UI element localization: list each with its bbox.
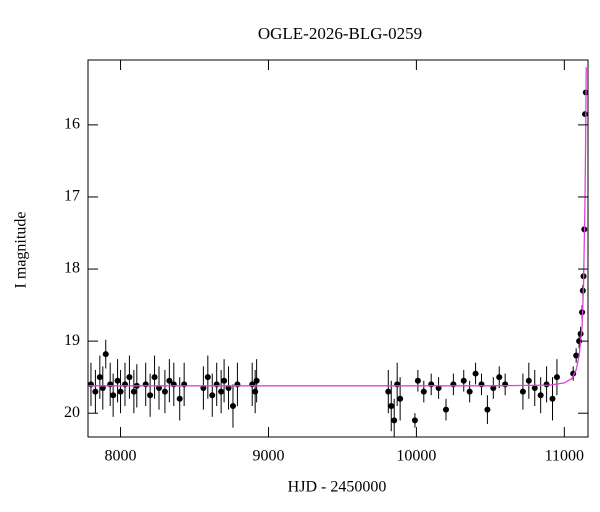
data-point: [225, 384, 232, 391]
data-point: [435, 384, 442, 391]
x-tick-label: 10000: [396, 448, 436, 465]
y-tick-label: 16: [64, 116, 80, 133]
data-point: [411, 417, 418, 424]
data-point: [252, 388, 259, 395]
data-point: [519, 388, 526, 395]
data-point: [573, 352, 580, 359]
y-tick-label: 18: [64, 260, 80, 277]
data-point: [553, 374, 560, 381]
data-point: [531, 384, 538, 391]
data-point: [156, 384, 163, 391]
data-point: [472, 370, 479, 377]
x-tick-label: 9000: [252, 448, 284, 465]
data-point: [117, 388, 124, 395]
data-point: [170, 381, 177, 388]
data-point: [221, 377, 228, 384]
data-point: [130, 388, 137, 395]
data-point: [537, 392, 544, 399]
data-point: [391, 417, 398, 424]
data-point: [496, 374, 503, 381]
plot-area: [88, 67, 588, 437]
y-tick-label: 19: [64, 332, 80, 349]
data-point: [253, 377, 260, 384]
data-point: [543, 381, 550, 388]
data-point: [234, 381, 241, 388]
data-point: [420, 388, 427, 395]
data-point: [229, 403, 236, 410]
data-point: [161, 388, 168, 395]
data-point: [96, 374, 103, 381]
data-point: [92, 388, 99, 395]
data-point: [88, 381, 94, 388]
data-point: [151, 374, 158, 381]
data-point: [388, 403, 395, 410]
data-point: [442, 406, 449, 413]
y-tick-label: 17: [64, 188, 80, 205]
data-point: [200, 384, 207, 391]
data-point: [181, 381, 188, 388]
data-point: [460, 377, 467, 384]
data-point: [466, 388, 473, 395]
data-point: [490, 384, 497, 391]
data-point: [114, 377, 121, 384]
data-point: [142, 381, 149, 388]
plot-frame: [87, 59, 589, 438]
data-point: [525, 377, 532, 384]
data-point: [218, 388, 225, 395]
data-point: [484, 406, 491, 413]
data-point: [213, 381, 220, 388]
data-point: [478, 381, 485, 388]
x-tick-label: 8000: [105, 448, 137, 465]
data-point: [428, 381, 435, 388]
data-point: [110, 392, 117, 399]
y-axis-label: I magnitude: [13, 212, 30, 289]
data-point: [204, 374, 211, 381]
data-point: [450, 381, 457, 388]
x-tick-label: 11000: [545, 448, 584, 465]
data-point: [385, 388, 392, 395]
model-line: [88, 67, 587, 387]
data-point: [209, 392, 216, 399]
data-point: [126, 374, 133, 381]
data-point: [166, 377, 173, 384]
data-point: [397, 395, 404, 402]
y-tick-label: 20: [64, 404, 80, 421]
x-axis-label: HJD - 2450000: [288, 479, 387, 496]
data-point: [582, 111, 588, 118]
data-point: [102, 351, 109, 358]
data-point: [414, 377, 421, 384]
data-point: [394, 381, 401, 388]
data-point: [121, 381, 128, 388]
data-point: [107, 381, 114, 388]
data-point: [502, 381, 509, 388]
chart-title: OGLE-2026-BLG-0259: [258, 24, 422, 43]
data-point: [99, 384, 106, 391]
data-point: [176, 395, 183, 402]
data-point: [549, 395, 556, 402]
data-point: [147, 392, 154, 399]
